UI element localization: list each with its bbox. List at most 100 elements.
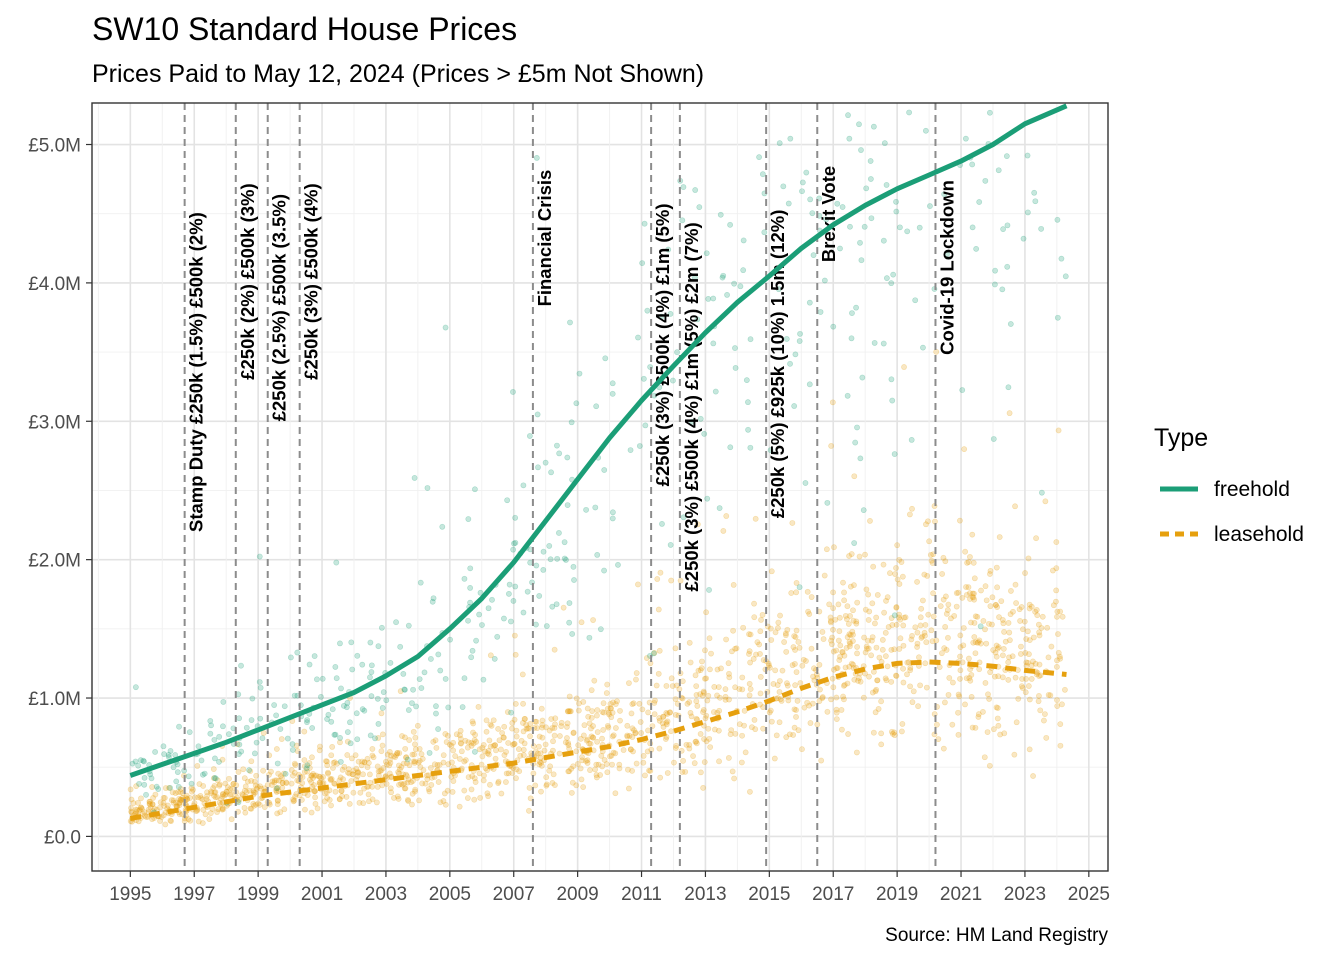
data-point-leasehold xyxy=(884,594,891,601)
data-point-leasehold xyxy=(600,709,607,716)
data-point-freehold xyxy=(568,419,575,426)
data-point-leasehold xyxy=(448,773,455,780)
data-point-leasehold xyxy=(546,727,553,734)
data-point-freehold xyxy=(534,411,541,418)
x-tick-label: 1997 xyxy=(173,884,215,905)
data-point-freehold xyxy=(570,563,577,570)
data-point-leasehold xyxy=(671,759,677,766)
data-point-freehold xyxy=(368,669,375,675)
data-point-leasehold xyxy=(975,714,982,720)
data-point-freehold xyxy=(851,540,858,546)
data-point-leasehold xyxy=(672,711,679,718)
data-point-leasehold xyxy=(388,752,394,759)
data-point-leasehold xyxy=(942,623,949,630)
data-point-leasehold xyxy=(957,667,964,674)
data-point-leasehold xyxy=(577,765,584,772)
data-point-leasehold xyxy=(663,719,670,726)
data-point-leasehold xyxy=(834,665,841,671)
data-point-leasehold xyxy=(700,707,707,713)
data-point-leasehold xyxy=(971,620,978,626)
data-point-freehold xyxy=(375,721,382,727)
data-point-leasehold xyxy=(702,647,708,654)
data-point-leasehold xyxy=(894,576,901,583)
data-point-freehold xyxy=(141,774,148,781)
data-point-leasehold xyxy=(243,789,250,795)
data-point-leasehold xyxy=(538,759,544,766)
data-point-leasehold xyxy=(570,763,577,770)
data-point-leasehold xyxy=(169,789,176,796)
data-point-leasehold xyxy=(483,728,490,735)
data-point-leasehold xyxy=(246,787,253,794)
data-point-leasehold xyxy=(586,740,593,747)
data-point-freehold xyxy=(920,344,926,351)
data-point-leasehold xyxy=(551,725,558,731)
data-point-leasehold xyxy=(468,739,475,746)
data-point-leasehold xyxy=(821,572,828,579)
data-point-leasehold xyxy=(774,682,781,688)
data-point-leasehold xyxy=(706,735,713,742)
data-point-leasehold xyxy=(304,768,310,775)
data-point-leasehold xyxy=(1016,606,1023,613)
data-point-leasehold xyxy=(1050,567,1056,574)
data-point-leasehold xyxy=(520,700,526,707)
data-point-leasehold xyxy=(337,774,344,781)
data-point-freehold xyxy=(506,590,512,597)
data-point-leasehold xyxy=(993,642,1000,649)
data-point-leasehold xyxy=(395,795,402,802)
data-point-leasehold xyxy=(346,800,353,807)
data-point-leasehold xyxy=(636,700,643,707)
data-point-leasehold xyxy=(687,709,694,716)
data-point-freehold xyxy=(844,392,851,399)
data-point-leasehold xyxy=(945,634,951,641)
data-point-freehold xyxy=(188,780,195,787)
data-point-leasehold xyxy=(533,718,540,725)
data-point-leasehold xyxy=(599,763,606,770)
data-point-leasehold xyxy=(917,622,924,629)
x-tick-label: 2001 xyxy=(301,884,343,905)
data-point-leasehold xyxy=(211,775,217,782)
data-point-leasehold xyxy=(302,806,308,813)
data-point-leasehold xyxy=(940,554,947,561)
data-point-freehold xyxy=(1003,153,1010,160)
data-point-leasehold xyxy=(410,758,417,765)
x-tick-label: 2023 xyxy=(1004,884,1046,905)
data-point-leasehold xyxy=(742,749,749,756)
data-point-leasehold xyxy=(487,743,494,750)
data-point-leasehold xyxy=(565,742,572,748)
data-point-leasehold xyxy=(157,818,163,824)
data-point-freehold xyxy=(510,546,517,553)
data-point-freehold xyxy=(512,539,519,546)
data-point-freehold xyxy=(467,565,474,572)
data-point-leasehold xyxy=(974,639,981,646)
data-point-leasehold xyxy=(505,740,512,746)
data-point-leasehold xyxy=(550,747,556,754)
data-point-leasehold xyxy=(624,732,631,739)
data-point-freehold xyxy=(962,135,969,142)
data-point-leasehold xyxy=(851,473,858,480)
data-point-leasehold xyxy=(412,746,419,753)
data-point-leasehold xyxy=(759,611,766,618)
data-point-freehold xyxy=(136,780,143,787)
data-point-leasehold xyxy=(986,696,993,702)
data-point-leasehold xyxy=(708,650,714,657)
data-point-leasehold xyxy=(785,697,792,704)
data-point-leasehold xyxy=(987,568,994,574)
data-point-leasehold xyxy=(968,694,975,700)
data-point-freehold xyxy=(639,260,646,266)
data-point-freehold xyxy=(740,267,747,274)
data-point-leasehold xyxy=(840,693,846,700)
data-point-leasehold xyxy=(478,761,485,768)
data-point-leasehold xyxy=(904,671,910,678)
data-point-leasehold xyxy=(993,653,1000,660)
data-point-leasehold xyxy=(594,707,601,713)
data-point-leasehold xyxy=(850,631,856,638)
data-point-leasehold xyxy=(655,606,662,613)
data-point-leasehold xyxy=(758,617,764,623)
data-point-leasehold xyxy=(199,796,206,803)
data-point-leasehold xyxy=(906,511,913,518)
data-point-leasehold xyxy=(178,786,184,792)
data-point-leasehold xyxy=(176,795,182,802)
data-point-freehold xyxy=(999,286,1006,293)
data-point-freehold xyxy=(132,684,139,691)
data-point-leasehold xyxy=(344,752,351,758)
